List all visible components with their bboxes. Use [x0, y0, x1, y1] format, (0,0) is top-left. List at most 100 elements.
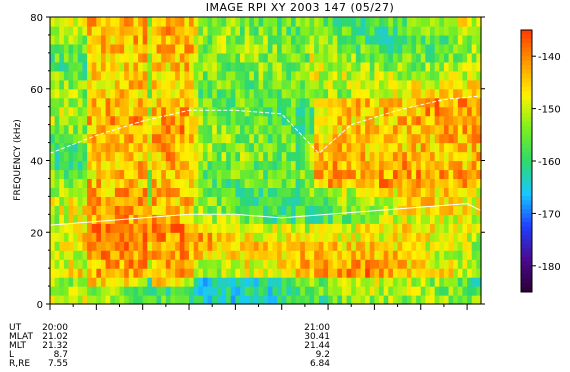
heatmap-cell: [179, 286, 185, 296]
heatmap-cell: [73, 160, 79, 171]
heatmap-cell: [272, 133, 278, 144]
heatmap-cell: [277, 34, 283, 45]
heatmap-cell: [179, 232, 185, 242]
heatmap-cell: [82, 151, 88, 162]
heatmap-cell: [416, 286, 422, 296]
heatmap-cell: [341, 214, 348, 224]
heatmap-cell: [100, 43, 107, 54]
heatmap-cell: [457, 88, 464, 99]
heatmap-cell: [471, 250, 477, 260]
heatmap-cell: [249, 79, 255, 90]
heatmap-cell: [281, 160, 287, 171]
heatmap-cell: [300, 25, 306, 36]
heatmap-cell: [63, 178, 70, 189]
heatmap-cell: [471, 97, 477, 108]
heatmap-cell: [161, 169, 167, 180]
heatmap-cell: [402, 97, 408, 108]
heatmap-cell: [230, 97, 236, 108]
heatmap-cell: [193, 124, 199, 135]
heatmap-cell: [457, 70, 464, 81]
heatmap-cell: [77, 232, 84, 242]
heatmap-cell: [114, 79, 121, 90]
heatmap-cell: [68, 187, 74, 197]
heatmap-cell: [374, 232, 380, 242]
heatmap-cell: [272, 52, 278, 63]
heatmap-cell: [332, 160, 338, 171]
heatmap-cell: [443, 250, 450, 260]
heatmap-cell: [388, 205, 394, 215]
heatmap-cell: [184, 241, 190, 251]
footer-value: 9.2: [316, 350, 330, 360]
heatmap-cell: [193, 196, 199, 206]
heatmap-cell: [434, 205, 440, 215]
heatmap-cell: [416, 277, 422, 287]
heatmap-cell: [124, 43, 130, 54]
heatmap-cell: [244, 205, 250, 215]
heatmap-cell: [402, 79, 408, 90]
heatmap-cell: [416, 17, 422, 27]
heatmap-cell: [323, 169, 329, 180]
heatmap-cell: [471, 25, 477, 36]
heatmap-cell: [457, 178, 464, 189]
heatmap-cell: [425, 286, 431, 296]
heatmap-cell: [110, 187, 116, 197]
heatmap-cell: [198, 124, 204, 135]
heatmap-cell: [467, 88, 473, 99]
heatmap-cell: [263, 151, 269, 162]
heatmap-cell: [277, 196, 283, 206]
heatmap-cell: [124, 205, 130, 215]
heatmap-cell: [379, 106, 385, 117]
heatmap-cell: [448, 286, 454, 296]
heatmap-cell: [198, 151, 204, 162]
heatmap-cell: [346, 250, 352, 260]
heatmap-cell: [63, 250, 70, 260]
heatmap-cell: [253, 277, 260, 287]
heatmap-cell: [346, 34, 352, 45]
heatmap-cell: [249, 223, 255, 233]
heatmap-cell: [365, 250, 371, 260]
heatmap-cell: [151, 61, 158, 72]
heatmap-cell: [420, 25, 426, 36]
heatmap-cell: [295, 151, 301, 162]
heatmap-cell: [82, 124, 88, 135]
heatmap-cell: [406, 169, 413, 180]
heatmap-cell: [467, 97, 473, 108]
heatmap-cell: [416, 259, 422, 269]
heatmap-cell: [202, 106, 209, 117]
heatmap-cell: [165, 106, 172, 117]
heatmap-cell: [379, 88, 385, 99]
heatmap-cell: [258, 187, 264, 197]
heatmap-cell: [434, 286, 440, 296]
heatmap-cell: [346, 97, 352, 108]
heatmap-cell: [147, 124, 153, 135]
heatmap-cell: [267, 151, 274, 162]
heatmap-cell: [430, 70, 436, 81]
heatmap-cell: [365, 52, 371, 63]
heatmap-cell: [235, 61, 241, 72]
heatmap-cell: [434, 232, 440, 242]
heatmap-cell: [207, 34, 213, 45]
heatmap-cell: [351, 142, 357, 153]
heatmap-cell: [300, 169, 306, 180]
heatmap-cell: [249, 214, 255, 224]
heatmap-cell: [281, 178, 287, 189]
heatmap-cell: [406, 133, 413, 144]
heatmap-cell: [397, 196, 403, 206]
heatmap-cell: [453, 205, 459, 215]
heatmap-cell: [443, 151, 450, 162]
heatmap-cell: [161, 70, 167, 81]
heatmap-cell: [383, 259, 389, 269]
heatmap-cell: [471, 277, 477, 287]
heatmap-cell: [226, 34, 232, 45]
heatmap-cell: [138, 232, 144, 242]
heatmap-cell: [110, 17, 116, 27]
heatmap-cell: [175, 205, 181, 215]
heatmap-cell: [193, 295, 199, 305]
heatmap-cell: [161, 79, 167, 90]
heatmap-cell: [439, 52, 445, 63]
heatmap-cell: [216, 17, 223, 27]
heatmap-cell: [457, 241, 464, 251]
heatmap-cell: [448, 142, 454, 153]
heatmap-cell: [151, 106, 158, 117]
heatmap-cell: [462, 295, 468, 305]
